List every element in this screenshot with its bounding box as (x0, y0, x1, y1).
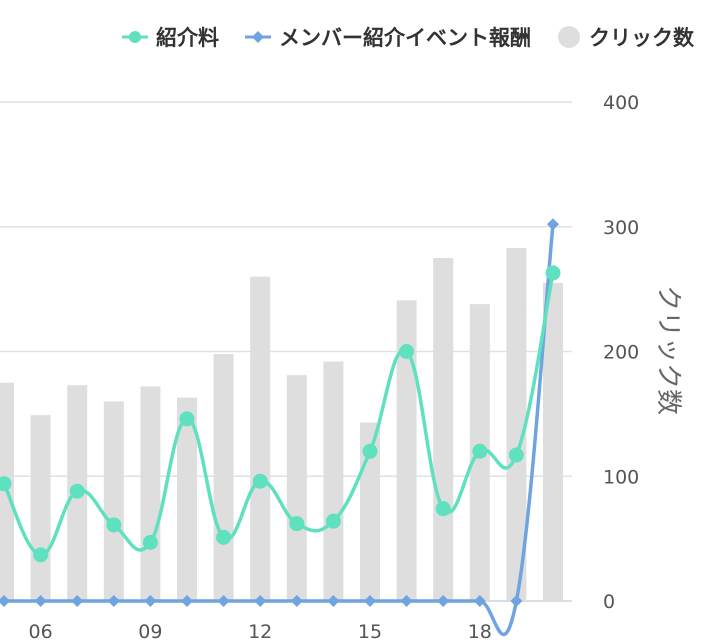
bar (140, 386, 161, 601)
y-tick-label: 400 (603, 92, 639, 114)
y-tick-label: 0 (603, 591, 615, 613)
circle-point (362, 443, 378, 459)
circle-point (545, 265, 561, 281)
circle-point (0, 476, 12, 492)
chart-legend: 紹介料 メンバー紹介イベント報酬 クリック数 (122, 22, 694, 52)
circle-point (142, 534, 158, 550)
diamond-point (181, 595, 193, 607)
diamond-point (254, 595, 267, 607)
bar (433, 257, 454, 601)
diamond-point (144, 595, 157, 607)
x-axis-ticks: 06 09 12 15 18 (29, 621, 492, 642)
bar-series-clicks (0, 247, 563, 601)
bar (323, 361, 344, 601)
diamond-point (473, 595, 486, 607)
line-referral-fee (2, 271, 555, 557)
circle-point (252, 473, 268, 489)
x-tick-label: 09 (138, 621, 162, 642)
y-tick-label: 100 (603, 466, 639, 488)
diamond-point (71, 595, 84, 607)
y-axis-label: クリック数 (653, 285, 683, 415)
diamond-point (0, 595, 10, 607)
line-points (0, 218, 561, 607)
legend-label: クリック数 (589, 26, 694, 50)
bar (543, 282, 563, 601)
x-tick-label: 15 (358, 621, 382, 642)
diamond-point (290, 595, 303, 607)
circle-marker-icon (558, 26, 580, 48)
diamond-marker-icon (245, 31, 271, 43)
diamond-point (107, 595, 120, 607)
diamond-point (364, 595, 376, 607)
y-axis-ticks: 0 100 200 300 400 (603, 92, 639, 613)
bar (396, 300, 417, 601)
circle-point (508, 447, 524, 463)
bar (213, 353, 234, 601)
y-tick-label: 200 (603, 342, 639, 364)
diamond-point (547, 218, 559, 231)
diamond-point (400, 595, 413, 607)
x-tick-label: 18 (468, 621, 492, 642)
y-tick-label: 300 (603, 217, 639, 239)
x-tick-label: 12 (248, 621, 272, 642)
bar (286, 375, 307, 601)
bar (103, 401, 124, 601)
circle-point (435, 501, 451, 517)
diamond-point (437, 595, 450, 607)
circle-point (69, 483, 85, 499)
bar (177, 397, 197, 601)
circle-point (33, 547, 49, 563)
bar (30, 415, 51, 601)
circle-point (399, 344, 415, 359)
legend-label: 紹介料 (156, 26, 219, 50)
diamond-point (217, 595, 230, 607)
legend-item-clicks[interactable]: クリック数 (557, 22, 694, 52)
diamond-point (327, 595, 340, 607)
legend-item-member-event-reward[interactable]: メンバー紹介イベント報酬 (245, 22, 531, 52)
circle-point (325, 513, 341, 529)
legend-item-referral-fee[interactable]: 紹介料 (122, 22, 219, 52)
legend-label: メンバー紹介イベント報酬 (279, 26, 531, 50)
circle-point (179, 411, 195, 427)
bar (250, 276, 271, 601)
diamond-point (34, 595, 47, 607)
circle-point (289, 516, 305, 532)
circle-point (106, 517, 122, 533)
circle-point (472, 443, 488, 459)
circle-point (216, 529, 232, 545)
circle-marker-icon (122, 31, 148, 43)
bar (506, 247, 527, 601)
diamond-point (510, 595, 523, 607)
x-tick-label: 06 (29, 621, 53, 642)
